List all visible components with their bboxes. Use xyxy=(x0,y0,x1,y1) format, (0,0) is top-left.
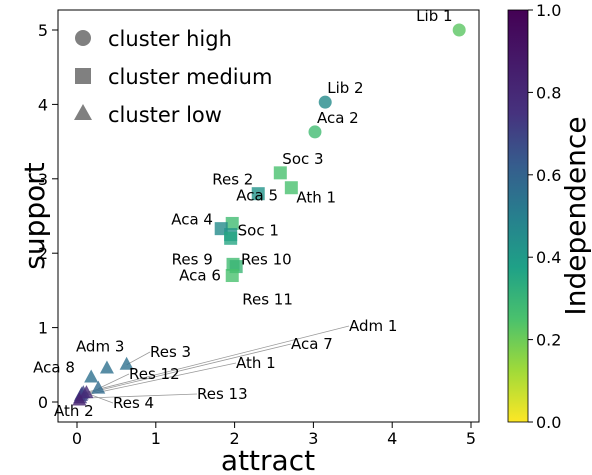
point-label: Soc 3 xyxy=(282,150,323,168)
point-marker-low xyxy=(79,385,94,399)
point-label: Aca 4 xyxy=(171,211,213,229)
point-label: Adm 1 xyxy=(349,317,397,335)
point-marker-low xyxy=(72,392,87,406)
point-marker-low xyxy=(119,356,134,370)
point-label: Ath 1 xyxy=(296,189,336,207)
point-marker-high xyxy=(318,95,332,109)
y-tick-label: 3 xyxy=(38,170,48,189)
colorbar-tick-label: 1.0 xyxy=(536,1,561,20)
point-label: Aca 6 xyxy=(179,267,221,285)
y-tick-label: 4 xyxy=(38,95,48,114)
x-axis-title: attract xyxy=(221,444,315,475)
label-leader-line xyxy=(81,343,292,395)
point-marker-low xyxy=(84,369,99,383)
point-label: Ath 1 xyxy=(236,354,276,372)
x-tick-label: 2 xyxy=(230,429,240,448)
legend: cluster high cluster medium cluster low xyxy=(74,27,272,127)
point-marker-medium xyxy=(225,216,239,230)
label-leader-line xyxy=(80,393,198,399)
label-leader-line xyxy=(98,373,130,389)
point-label: Res 4 xyxy=(113,394,154,412)
colorbar-tick-label: 0.0 xyxy=(536,413,561,432)
point-label: Adm 3 xyxy=(76,338,124,356)
point-label: Lib 1 xyxy=(416,7,452,25)
point-label: Res 11 xyxy=(242,291,293,309)
colorbar-tick-label: 0.4 xyxy=(536,248,561,267)
label-leader-line xyxy=(126,351,151,366)
point-marker-high xyxy=(452,23,466,37)
colorbar-title: Independence xyxy=(559,116,592,315)
point-label: Res 3 xyxy=(150,343,191,361)
y-axis-ticks: 0 1 2 3 4 5 xyxy=(38,21,58,412)
legend-label-low: cluster low xyxy=(108,103,222,127)
point-label: Aca 7 xyxy=(291,335,333,353)
point-marker-medium xyxy=(251,187,265,201)
x-tick-label: 5 xyxy=(466,429,476,448)
point-label: Res 12 xyxy=(129,365,180,383)
markers xyxy=(72,23,466,406)
point-label: Res 10 xyxy=(241,250,292,268)
point-label: Res 9 xyxy=(172,250,213,268)
point-label: Res 2 xyxy=(212,171,253,189)
point-label: Aca 2 xyxy=(317,109,359,127)
legend-circle-marker xyxy=(75,30,91,46)
colorbar-tick-label: 0.2 xyxy=(536,331,561,350)
point-marker-medium xyxy=(273,166,287,180)
y-tick-label: 2 xyxy=(38,244,48,263)
label-leader-line xyxy=(80,362,237,397)
point-label: Soc 1 xyxy=(238,222,279,240)
point-marker-high xyxy=(308,125,322,139)
legend-triangle-marker xyxy=(74,104,92,120)
x-axis-ticks: 0 1 2 3 4 5 xyxy=(72,422,476,448)
point-marker-medium xyxy=(284,181,298,195)
legend-square-marker xyxy=(75,68,91,84)
legend-label-high: cluster high xyxy=(108,27,232,51)
point-label: Lib 2 xyxy=(327,79,363,97)
legend-label-medium: cluster medium xyxy=(108,65,272,89)
y-tick-label: 5 xyxy=(38,21,48,40)
colorbar-ticks: 0.0 0.2 0.4 0.6 0.8 1.0 xyxy=(528,1,561,432)
label-leader-line xyxy=(83,325,350,394)
point-marker-low xyxy=(91,380,106,394)
x-tick-label: 3 xyxy=(308,429,318,448)
x-tick-label: 4 xyxy=(387,429,397,448)
point-label: Res 13 xyxy=(197,385,248,403)
y-tick-label: 0 xyxy=(38,393,48,412)
x-tick-label: 0 xyxy=(72,429,82,448)
point-marker-low xyxy=(99,360,114,374)
point-label: Aca 5 xyxy=(236,186,278,204)
plot-area xyxy=(57,9,480,423)
y-tick-label: 1 xyxy=(38,319,48,338)
colorbar-tick-label: 0.8 xyxy=(536,83,561,102)
colorbar-gradient xyxy=(507,9,529,423)
point-label: Aca 8 xyxy=(33,358,75,376)
point-marker-medium xyxy=(225,269,239,283)
point-marker-medium xyxy=(224,231,238,245)
x-tick-label: 1 xyxy=(151,429,161,448)
y-axis-title: support xyxy=(18,162,51,270)
colorbar-tick-label: 0.6 xyxy=(536,166,561,185)
colorbar: 0.0 0.2 0.4 0.6 0.8 1.0 Independence xyxy=(507,1,592,432)
leader-lines xyxy=(80,325,350,404)
point-label: Ath 2 xyxy=(54,402,94,420)
